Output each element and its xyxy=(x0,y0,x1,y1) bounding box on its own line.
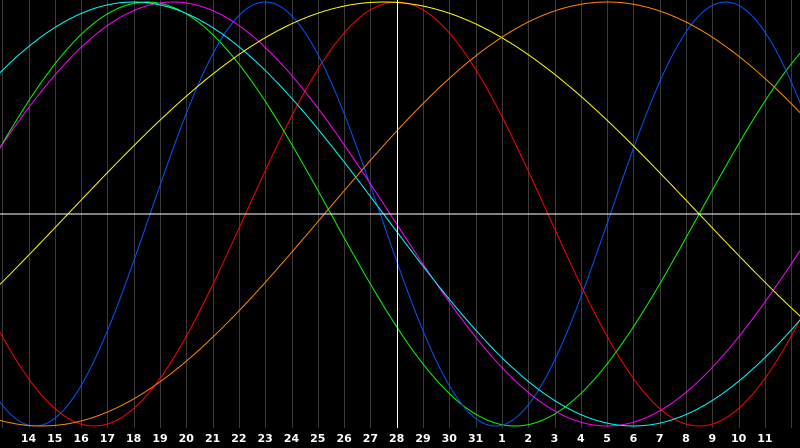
series-line-4 xyxy=(0,1,800,427)
x-tick-label: 23 xyxy=(258,432,273,445)
series-line-5 xyxy=(0,1,800,427)
x-tick-label: 18 xyxy=(126,432,141,445)
x-tick-label: 22 xyxy=(231,432,246,445)
x-tick-label: 14 xyxy=(21,432,37,445)
x-tick-label: 30 xyxy=(442,432,458,445)
x-tick-label: 6 xyxy=(630,432,638,445)
x-axis-ticks: 14 15 16 17 18 19 20 21 22 23 24 25 26 27 28 29 30 31 1 2 3 4… xyxy=(21,432,773,445)
series-line-2 xyxy=(0,1,800,427)
x-tick-label: 31 xyxy=(468,432,483,445)
x-tick-label: 28 xyxy=(389,432,404,445)
x-tick-label: 2 xyxy=(524,432,532,445)
series-line-6 xyxy=(0,1,800,317)
x-tick-label: 8 xyxy=(682,432,690,445)
x-tick-label: 16 xyxy=(73,432,89,445)
x-tick-label: 9 xyxy=(708,432,716,445)
x-tick-label: 29 xyxy=(415,432,430,445)
x-tick-label: 25 xyxy=(310,432,325,445)
x-tick-label: 19 xyxy=(152,432,167,445)
x-tick-label: 17 xyxy=(100,432,115,445)
series-line-7 xyxy=(0,1,800,427)
x-tick-label: 7 xyxy=(656,432,664,445)
x-tick-label: 1 xyxy=(498,432,506,445)
x-tick-label: 24 xyxy=(284,432,300,445)
series-layer xyxy=(0,1,800,427)
x-tick-label: 21 xyxy=(205,432,220,445)
x-tick-label: 5 xyxy=(603,432,611,445)
series-line-1 xyxy=(0,1,800,427)
x-tick-label: 10 xyxy=(731,432,747,445)
x-tick-label: 27 xyxy=(363,432,378,445)
x-tick-label: 20 xyxy=(179,432,195,445)
x-tick-label: 3 xyxy=(551,432,559,445)
x-tick-label: 11 xyxy=(757,432,772,445)
x-tick-label: 15 xyxy=(47,432,62,445)
series-line-3 xyxy=(0,1,800,427)
x-tick-label: 4 xyxy=(577,432,585,445)
x-tick-label: 26 xyxy=(336,432,352,445)
